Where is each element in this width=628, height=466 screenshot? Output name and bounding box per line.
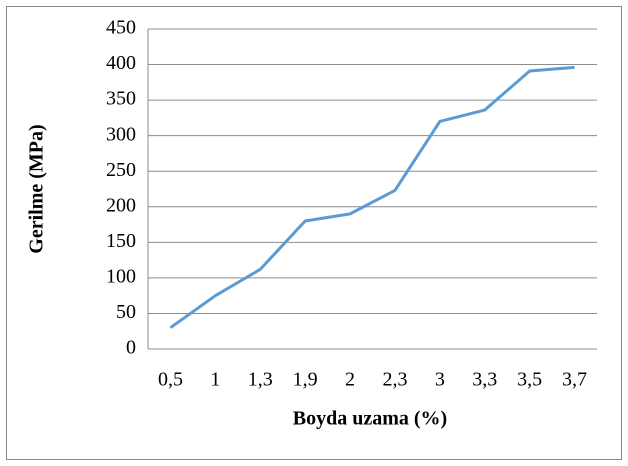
x-tick-label: 2 — [345, 369, 355, 391]
y-tick-label: 450 — [106, 17, 136, 39]
x-tick-label: 3,5 — [517, 369, 542, 391]
y-tick-label: 350 — [106, 88, 136, 110]
x-tick-label: 2,3 — [382, 369, 407, 391]
x-tick-label: 3,7 — [562, 369, 587, 391]
y-tick-label: 250 — [106, 159, 136, 181]
x-tick-label: 0,5 — [158, 369, 183, 391]
x-tick-label: 3,3 — [472, 369, 497, 391]
x-axis-title: Boyda uzama (%) — [293, 408, 447, 430]
y-tick-label: 0 — [126, 337, 136, 359]
x-tick-label: 1,9 — [293, 369, 318, 391]
y-tick-label: 50 — [116, 301, 136, 323]
chart-border — [6, 6, 622, 460]
y-tick-label: 100 — [106, 265, 136, 287]
x-tick-label: 1 — [210, 369, 220, 391]
y-axis-title: Gerilme (MPa) — [26, 124, 48, 253]
line — [169, 65, 575, 329]
y-tick-label: 400 — [106, 52, 136, 74]
y-tick-label: 300 — [106, 123, 136, 145]
x-tick-label: 3 — [435, 369, 445, 391]
y-tick-label: 200 — [106, 194, 136, 216]
x-tick-label: 1,3 — [248, 369, 273, 391]
y-tick-label: 150 — [106, 230, 136, 252]
